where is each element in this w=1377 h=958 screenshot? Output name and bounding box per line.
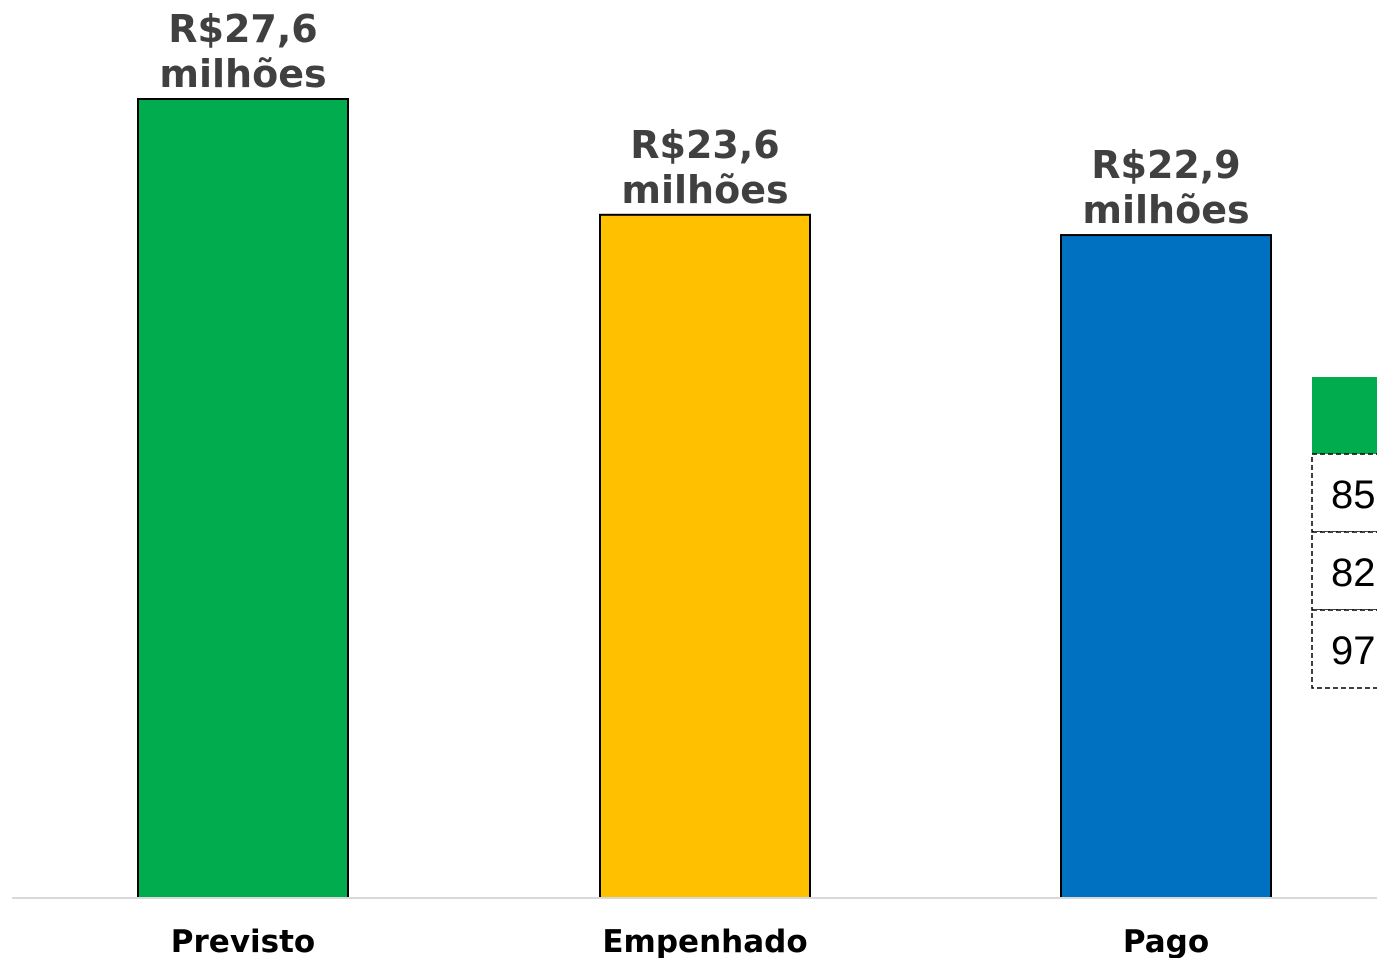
bar-previsto [137, 98, 349, 899]
bar-empenhado [599, 213, 811, 899]
value-label-previsto-line2: milhões [159, 52, 326, 96]
side-cell-1 [1311, 453, 1377, 533]
category-label-previsto: Previsto [171, 924, 315, 958]
bar-pago [1060, 234, 1272, 900]
category-label-pago: Pago [1123, 924, 1209, 958]
side-cell-text-3: 97 [1331, 629, 1376, 673]
side-cell-3 [1311, 609, 1377, 689]
side-panel: 85 82 97 [1311, 377, 1377, 689]
side-cell-text-2: 82 [1331, 551, 1376, 595]
side-panel-header [1312, 377, 1377, 454]
category-label-empenhado: Empenhado [602, 924, 807, 958]
bars-group [137, 98, 1272, 900]
side-cell-2 [1311, 531, 1377, 611]
value-label-previsto-line1: R$27,6 [168, 7, 317, 51]
value-label-empenhado-line2: milhões [621, 168, 788, 212]
value-label-pago-line1: R$22,9 [1091, 143, 1240, 187]
side-cell-text-1: 85 [1331, 473, 1376, 517]
value-label-pago-line2: milhões [1082, 188, 1249, 232]
value-label-empenhado-line1: R$23,6 [630, 123, 779, 167]
category-labels-group: Previsto Empenhado Pago [171, 924, 1209, 958]
